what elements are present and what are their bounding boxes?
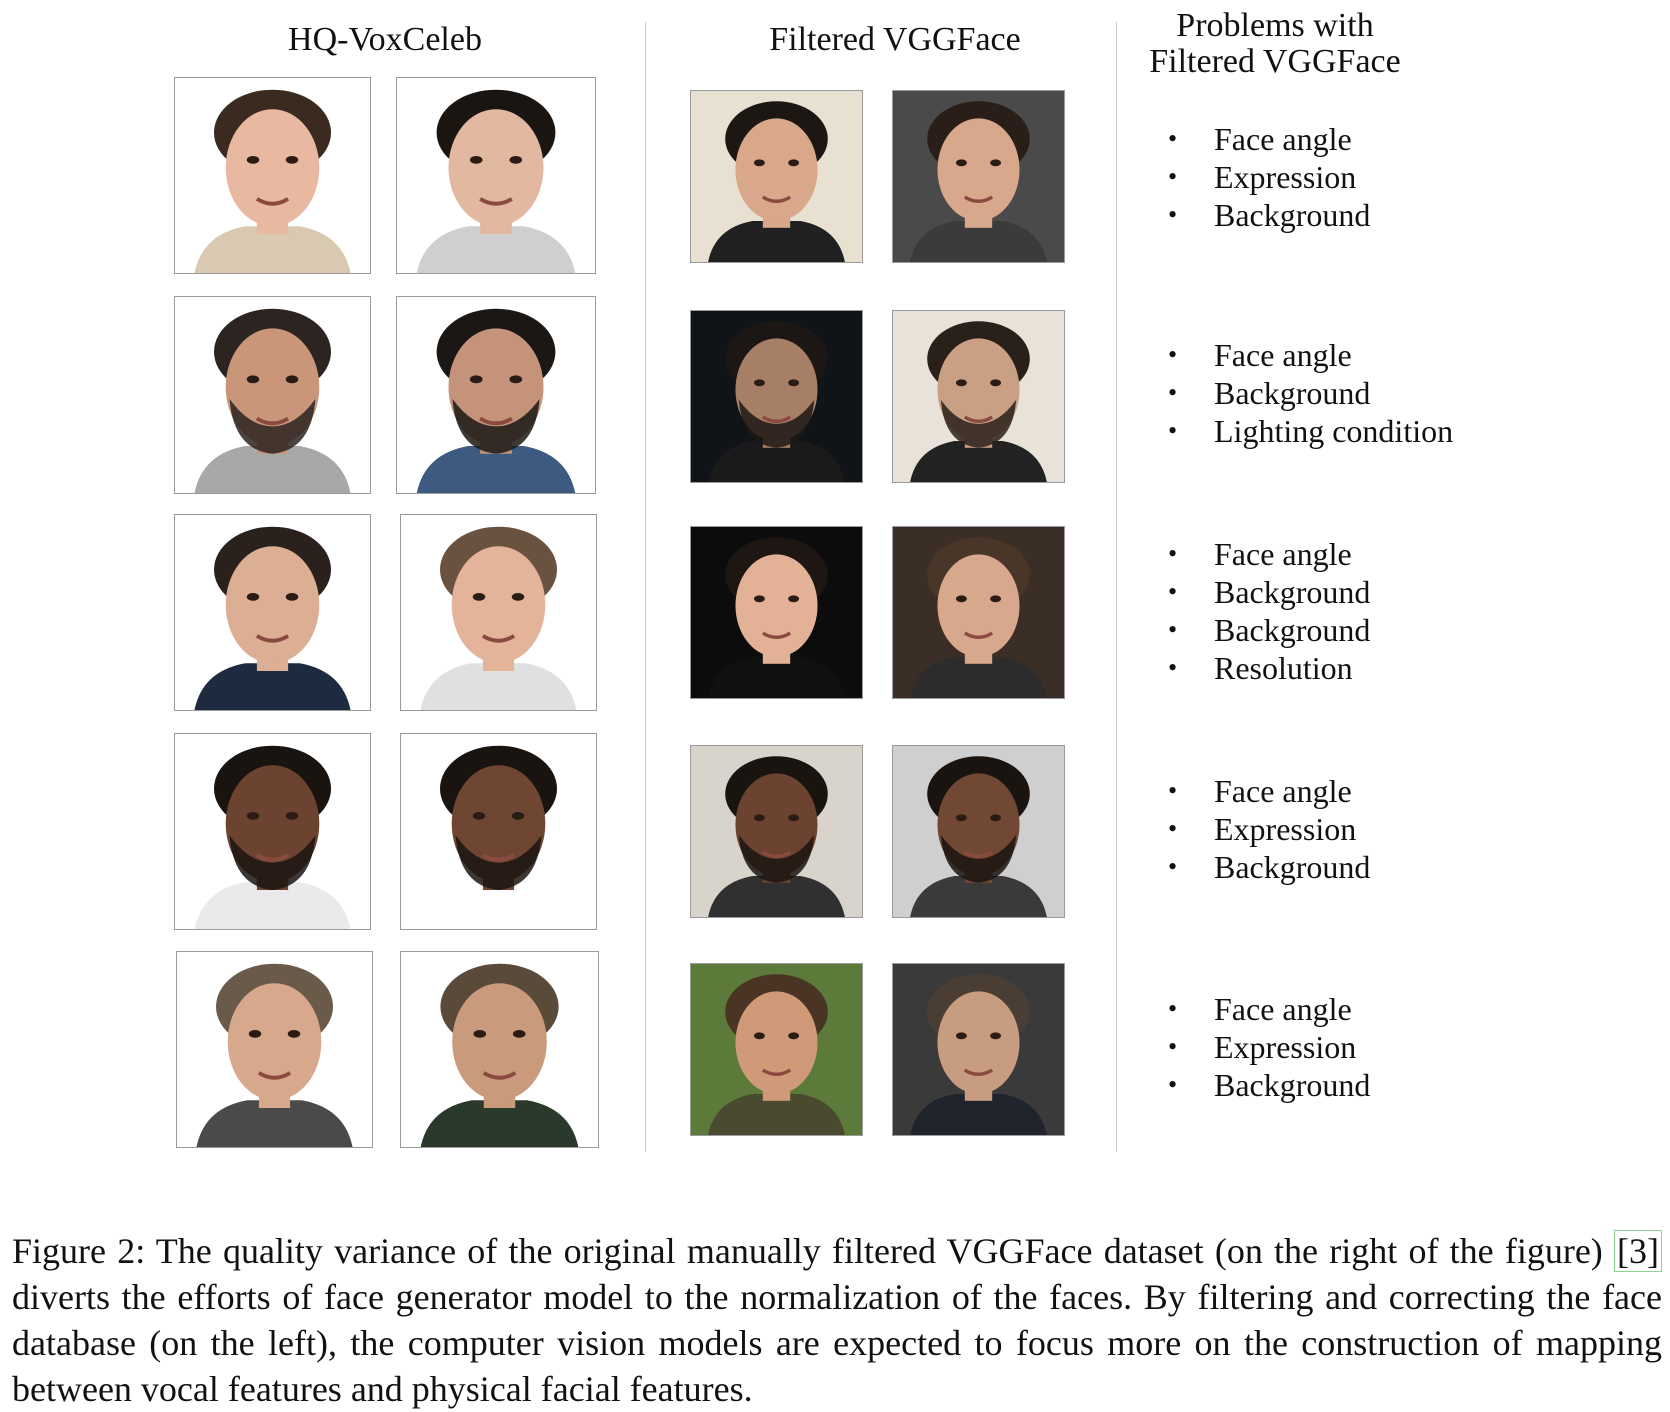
face-photo: [400, 514, 597, 711]
face-photo: [400, 951, 599, 1148]
problems-heading: Problems with Filtered VGGFace: [1110, 8, 1440, 80]
problem-item: Resolution: [1168, 649, 1370, 687]
problem-item: Face angle: [1168, 535, 1370, 573]
face-photo: [892, 310, 1065, 483]
face-photo: [892, 963, 1065, 1136]
face-photo: [690, 963, 863, 1136]
problem-item: Background: [1168, 374, 1453, 412]
face-photo: [690, 310, 863, 483]
face-photo: [174, 296, 371, 494]
face-photo: [396, 296, 596, 494]
problems-list-row-2: Face angle Background Lighting condition: [1168, 336, 1453, 450]
face-photo: [690, 90, 863, 263]
problem-item: Background: [1168, 573, 1370, 611]
face-photo: [174, 514, 371, 711]
problem-item: Expression: [1168, 158, 1370, 196]
problem-item: Lighting condition: [1168, 412, 1453, 450]
caption-text-start: Figure 2: The quality variance of the or…: [12, 1231, 1615, 1271]
problem-item: Expression: [1168, 810, 1370, 848]
problem-item: Background: [1168, 611, 1370, 649]
problem-item: Expression: [1168, 1028, 1370, 1066]
problem-item: Background: [1168, 1066, 1370, 1104]
face-photo: [396, 77, 596, 274]
face-photo: [690, 745, 863, 918]
face-photo: [176, 951, 373, 1148]
citation-link[interactable]: [3]: [1614, 1230, 1662, 1272]
column-divider-left: [645, 22, 646, 1152]
problem-item: Face angle: [1168, 336, 1453, 374]
problem-item: Face angle: [1168, 120, 1370, 158]
problems-heading-line1: Problems with: [1176, 7, 1374, 44]
face-photo: [400, 733, 597, 930]
face-photo: [174, 733, 371, 930]
hq-voxceleb-heading: HQ-VoxCeleb: [288, 21, 482, 58]
face-photo: [892, 526, 1065, 699]
problem-item: Face angle: [1168, 772, 1370, 810]
problems-heading-line2: Filtered VGGFace: [1149, 43, 1401, 80]
face-photo: [174, 77, 371, 274]
problems-list-row-5: Face angle Expression Background: [1168, 990, 1370, 1104]
problems-list-row-1: Face angle Expression Background: [1168, 120, 1370, 234]
figure-caption: Figure 2: The quality variance of the or…: [12, 1228, 1662, 1412]
caption-text-end: diverts the efforts of face generator mo…: [12, 1277, 1662, 1409]
problem-item: Background: [1168, 848, 1370, 886]
problem-item: Face angle: [1168, 990, 1370, 1028]
problem-item: Background: [1168, 196, 1370, 234]
face-photo: [892, 90, 1065, 263]
face-photo: [690, 526, 863, 699]
column-divider-right: [1116, 22, 1117, 1152]
face-photo: [892, 745, 1065, 918]
problems-list-row-4: Face angle Expression Background: [1168, 772, 1370, 886]
filtered-vggface-heading: Filtered VGGFace: [769, 21, 1021, 58]
problems-list-row-3: Face angle Background Background Resolut…: [1168, 535, 1370, 687]
